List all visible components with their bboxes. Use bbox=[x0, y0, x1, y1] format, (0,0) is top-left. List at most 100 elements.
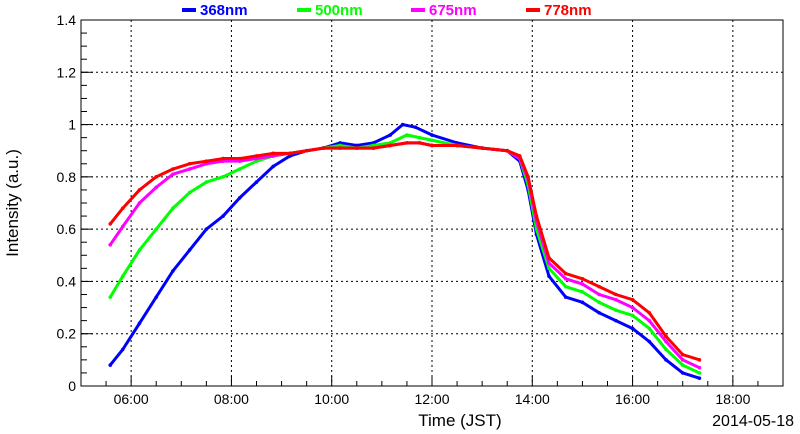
legend-label-778nm: 778nm bbox=[544, 2, 592, 19]
data-point bbox=[237, 195, 242, 200]
data-point bbox=[388, 133, 393, 137]
series-368nm bbox=[108, 122, 702, 380]
x-axis: 06:00 08:00 10:00 12:00 14:00 16:00 18:00 bbox=[105, 376, 759, 407]
data-point bbox=[526, 175, 530, 179]
data-point bbox=[580, 277, 585, 281]
data-point bbox=[388, 141, 393, 145]
y-tick-label: 0 bbox=[68, 378, 76, 394]
data-point bbox=[614, 308, 618, 312]
data-point bbox=[563, 271, 568, 276]
legend-label-500nm: 500nm bbox=[315, 2, 363, 19]
data-point bbox=[371, 143, 376, 148]
data-point bbox=[630, 297, 635, 302]
legend-label-675nm: 675nm bbox=[429, 2, 477, 19]
data-point bbox=[108, 222, 113, 226]
y-tick-label: 1 bbox=[68, 117, 76, 133]
data-point bbox=[137, 188, 142, 192]
data-point bbox=[614, 292, 618, 297]
data-point bbox=[120, 274, 125, 279]
data-point bbox=[563, 277, 568, 281]
data-point bbox=[221, 214, 225, 218]
data-point bbox=[680, 363, 685, 367]
data-point bbox=[388, 143, 393, 148]
data-point bbox=[271, 164, 276, 169]
data-point bbox=[204, 161, 209, 166]
data-point bbox=[614, 318, 618, 323]
data-point bbox=[597, 292, 601, 297]
y-tick-label: 1.2 bbox=[57, 64, 77, 80]
y-tick-label: 0.8 bbox=[57, 169, 77, 185]
data-point bbox=[187, 248, 192, 252]
data-point bbox=[680, 371, 685, 375]
data-point bbox=[580, 300, 585, 305]
data-point bbox=[630, 313, 635, 318]
data-point bbox=[563, 284, 568, 289]
data-point bbox=[430, 133, 434, 137]
y-tick-label: 0.4 bbox=[57, 273, 77, 289]
data-point bbox=[547, 274, 551, 279]
x-tick-label: 10:00 bbox=[314, 391, 349, 407]
data-point bbox=[137, 201, 142, 205]
x-tick-label: 08:00 bbox=[214, 391, 249, 407]
y-tick-label: 0.6 bbox=[57, 221, 77, 237]
data-point bbox=[417, 135, 422, 140]
data-point bbox=[154, 227, 159, 231]
data-point bbox=[517, 154, 522, 158]
data-point bbox=[371, 146, 376, 150]
data-point bbox=[237, 167, 242, 171]
data-point bbox=[371, 141, 376, 145]
date-label: 2014-05-18 bbox=[712, 413, 794, 430]
data-point bbox=[630, 305, 635, 310]
data-point bbox=[171, 206, 175, 211]
data-point bbox=[630, 326, 635, 331]
grid-lines bbox=[81, 20, 783, 386]
data-point bbox=[204, 180, 209, 184]
data-point bbox=[187, 190, 192, 195]
data-point bbox=[108, 243, 113, 247]
data-point bbox=[254, 156, 259, 161]
data-point bbox=[254, 154, 259, 158]
data-point bbox=[204, 159, 209, 163]
data-point bbox=[647, 339, 652, 344]
data-point bbox=[108, 295, 113, 299]
data-point bbox=[614, 297, 618, 302]
data-point bbox=[221, 159, 225, 163]
data-point bbox=[154, 175, 159, 179]
data-point bbox=[137, 248, 142, 252]
x-tick-label: 16:00 bbox=[615, 391, 650, 407]
data-point bbox=[154, 185, 159, 190]
y-tick-label: 1.4 bbox=[57, 12, 77, 28]
data-point bbox=[563, 295, 568, 299]
legend-label-368nm: 368nm bbox=[200, 2, 248, 19]
data-point bbox=[664, 339, 668, 344]
data-point bbox=[430, 138, 434, 143]
data-point bbox=[680, 352, 685, 357]
data-point bbox=[154, 295, 159, 299]
data-point bbox=[647, 326, 652, 331]
data-point bbox=[237, 156, 242, 161]
data-point bbox=[221, 156, 225, 161]
x-tick-label: 14:00 bbox=[515, 391, 550, 407]
data-point bbox=[580, 282, 585, 286]
data-point bbox=[187, 161, 192, 166]
data-point bbox=[547, 256, 551, 260]
x-axis-title: Time (JST) bbox=[418, 411, 501, 430]
data-point bbox=[405, 141, 409, 145]
data-point bbox=[108, 363, 113, 367]
data-point bbox=[547, 261, 551, 265]
data-point bbox=[288, 151, 292, 156]
data-point bbox=[120, 206, 125, 211]
data-point bbox=[664, 347, 668, 352]
data-point bbox=[137, 321, 142, 326]
data-point bbox=[697, 376, 702, 380]
y-tick-label: 0.2 bbox=[57, 326, 77, 342]
data-point bbox=[597, 311, 601, 315]
data-point bbox=[288, 154, 292, 158]
y-axis-title: Intensity (a.u.) bbox=[3, 149, 22, 257]
data-point bbox=[417, 141, 422, 145]
data-point bbox=[534, 214, 539, 218]
data-point bbox=[338, 146, 342, 150]
x-tick-label: 06:00 bbox=[114, 391, 149, 407]
x-tick-label: 12:00 bbox=[414, 391, 449, 407]
data-point bbox=[171, 167, 175, 171]
